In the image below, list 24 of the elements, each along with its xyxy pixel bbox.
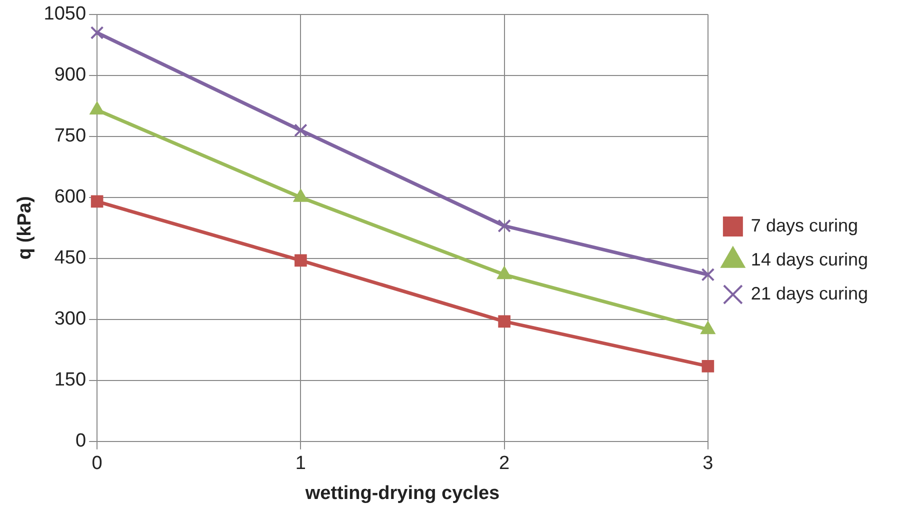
- point: [701, 268, 715, 282]
- x-tick-label: 0: [92, 453, 102, 474]
- y-tick-label: 150: [54, 370, 86, 391]
- point: [702, 360, 714, 372]
- y-axis-title: q (kPa): [14, 196, 36, 260]
- y-tick-label: 1050: [44, 4, 86, 25]
- point: [294, 124, 308, 137]
- y-tick-label: 900: [54, 64, 86, 86]
- x-tick-label: 1: [295, 453, 306, 474]
- y-tick-label: 300: [54, 308, 86, 330]
- y-tick-label: 750: [54, 126, 86, 147]
- y-tick-label: 450: [54, 248, 86, 269]
- point: [498, 315, 510, 328]
- y-tick-label: 0: [75, 430, 86, 452]
- point: [498, 219, 511, 233]
- y-tick-label: 600: [54, 186, 86, 208]
- point: [90, 26, 104, 40]
- legend-label: 7 days curing: [750, 215, 858, 236]
- x-tick-label: 3: [702, 453, 714, 474]
- x-axis-title: wetting-drying cycles: [304, 482, 500, 504]
- legend-label: 21 days curing: [750, 283, 868, 304]
- point: [294, 254, 307, 267]
- x-tick-label: 2: [499, 453, 510, 474]
- legend-label: 14 days curing: [750, 249, 868, 270]
